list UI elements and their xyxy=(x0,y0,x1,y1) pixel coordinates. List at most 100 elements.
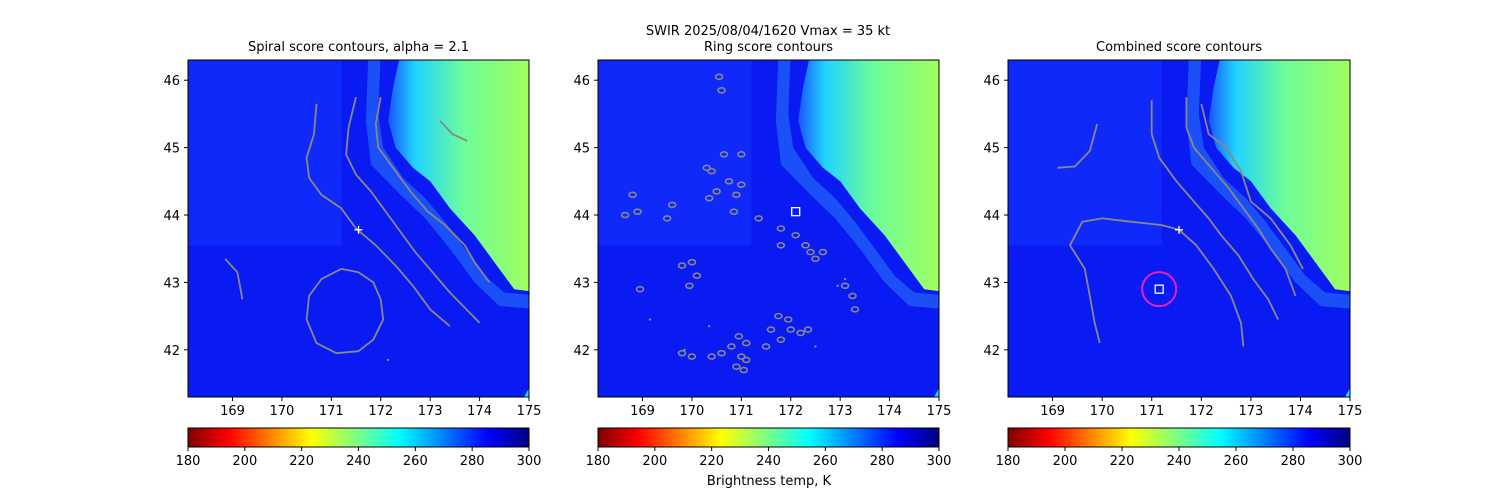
ring-contour-31 xyxy=(840,282,850,290)
ring-contour-48 xyxy=(737,353,746,360)
x-tick-label: 173 xyxy=(418,404,443,419)
colorbar-tick-label: 260 xyxy=(403,454,428,469)
y-tick-label: 43 xyxy=(573,276,590,291)
colorbar-tick-label: 220 xyxy=(289,454,314,469)
x-tick-label: 175 xyxy=(927,404,952,419)
colorbar-tick-label: 180 xyxy=(176,454,201,469)
ring-contour-21 xyxy=(801,242,810,249)
x-tick-label: 171 xyxy=(729,404,754,419)
center-circle-marker xyxy=(1141,271,1178,308)
ring-contour-29 xyxy=(685,282,694,290)
panel-2: Ring score contours 169 170 171 172 173 174 175… xyxy=(573,40,951,469)
ring-contour-52 xyxy=(803,326,813,333)
x-tick-label: 169 xyxy=(630,404,655,419)
colorbar-tick-label: 260 xyxy=(813,454,838,469)
ring-contour-41 xyxy=(734,333,744,340)
ring-contour-4 xyxy=(737,151,746,158)
contour-line-3 xyxy=(374,96,491,283)
ring-contour-43 xyxy=(727,343,736,350)
y-tick-label: 44 xyxy=(163,209,180,224)
x-tick-label: 174 xyxy=(877,404,902,419)
contours xyxy=(620,73,860,374)
ring-contour-5 xyxy=(707,167,716,175)
contour-dot-5 xyxy=(707,325,711,328)
panel-1: Spiral score contours, alpha = 2.1 169 170… xyxy=(163,40,541,469)
ring-contour-6 xyxy=(702,164,712,172)
ring-contour-13 xyxy=(754,215,763,222)
contour-line-1 xyxy=(1057,123,1099,169)
ring-contour-15 xyxy=(633,208,642,215)
contours xyxy=(224,96,491,362)
colorbar-tick-label: 220 xyxy=(1110,454,1135,469)
ring-contour-51 xyxy=(741,356,751,364)
ring-contour-28 xyxy=(692,272,702,279)
colorbar: 180 200 220 240 260 280 300 xyxy=(996,427,1362,469)
center-square-marker xyxy=(1154,284,1164,294)
ring-contour-40 xyxy=(796,329,805,337)
ring-contour-39 xyxy=(761,343,771,350)
ring-contour-17 xyxy=(667,201,677,209)
x-tick-label: 171 xyxy=(319,404,344,419)
ring-contour-20 xyxy=(791,231,800,239)
y-tick-label: 45 xyxy=(573,142,590,157)
ring-contour-23 xyxy=(811,255,820,263)
colorbar-tick-label: 180 xyxy=(996,454,1021,469)
x-tick-label: 175 xyxy=(1338,404,1363,419)
ring-contour-33 xyxy=(850,306,860,313)
x-tick-label: 174 xyxy=(1288,404,1313,419)
axes-frame xyxy=(597,59,940,398)
contour-dot-3 xyxy=(648,318,652,321)
y-tick-label: 42 xyxy=(573,344,590,359)
y-tick-label: 42 xyxy=(983,344,1000,359)
contour-line-5 xyxy=(1200,103,1304,270)
heatmap-image xyxy=(188,60,529,397)
contours xyxy=(1057,97,1304,347)
colorbar-tick-label: 260 xyxy=(1224,454,1249,469)
center-plus-marker xyxy=(1175,225,1183,234)
axes-frame xyxy=(1007,59,1351,398)
y-tick-label: 43 xyxy=(163,276,180,291)
colorbar: 180 200 220 240 260 280 300 xyxy=(586,427,951,469)
x-tick-label: 170 xyxy=(679,404,704,419)
contour-dot-1 xyxy=(843,277,847,281)
colorbar-tick-label: 180 xyxy=(586,454,611,469)
ring-contour-44 xyxy=(717,349,726,357)
y-tick-label: 46 xyxy=(573,74,590,89)
ring-contour-42 xyxy=(741,339,751,347)
x-tick-label: 174 xyxy=(467,404,492,419)
ring-contour-12 xyxy=(729,208,739,215)
colorbar-tick-label: 280 xyxy=(870,454,895,469)
contour-line-2 xyxy=(1069,217,1245,347)
x-tick-label: 175 xyxy=(517,404,542,419)
colorbar-label: Brightness temp, K xyxy=(707,474,832,489)
ring-contour-45 xyxy=(707,353,716,360)
colorbar-tick-label: 280 xyxy=(1281,454,1306,469)
x-tick-label: 173 xyxy=(1238,404,1263,419)
ring-contour-3 xyxy=(719,151,729,158)
contour-line-1 xyxy=(305,103,451,327)
y-tick-label: 43 xyxy=(983,276,1000,291)
panels: Spiral score contours, alpha = 2.1 169 170… xyxy=(163,40,1362,469)
contour-line-3 xyxy=(1150,100,1279,320)
heatmap-image xyxy=(598,60,939,397)
colorbar-tick-label: 240 xyxy=(756,454,781,469)
ring-contour-36 xyxy=(766,326,776,333)
contour-dot-1 xyxy=(386,358,390,362)
center-square-marker xyxy=(791,206,801,217)
axes-frame xyxy=(187,59,530,398)
x-tick-label: 170 xyxy=(1090,404,1115,419)
x-tick-label: 173 xyxy=(828,404,853,419)
colorbar-tick-label: 220 xyxy=(699,454,724,469)
ring-contour-2 xyxy=(717,87,726,94)
panel-title: Combined score contours xyxy=(1096,40,1262,55)
colorbar-tick-label: 280 xyxy=(460,454,485,469)
contour-line-4 xyxy=(439,120,468,142)
panel-title: Ring score contours xyxy=(704,40,833,55)
x-tick-label: 172 xyxy=(368,404,393,419)
panel-title: Spiral score contours, alpha = 2.1 xyxy=(248,40,469,55)
ring-contour-11 xyxy=(704,194,714,202)
ring-contour-25 xyxy=(776,242,786,249)
contour-line-5 xyxy=(224,258,244,300)
ring-contour-34 xyxy=(774,312,783,320)
colorbar: 180 200 220 240 260 280 300 xyxy=(176,427,541,469)
